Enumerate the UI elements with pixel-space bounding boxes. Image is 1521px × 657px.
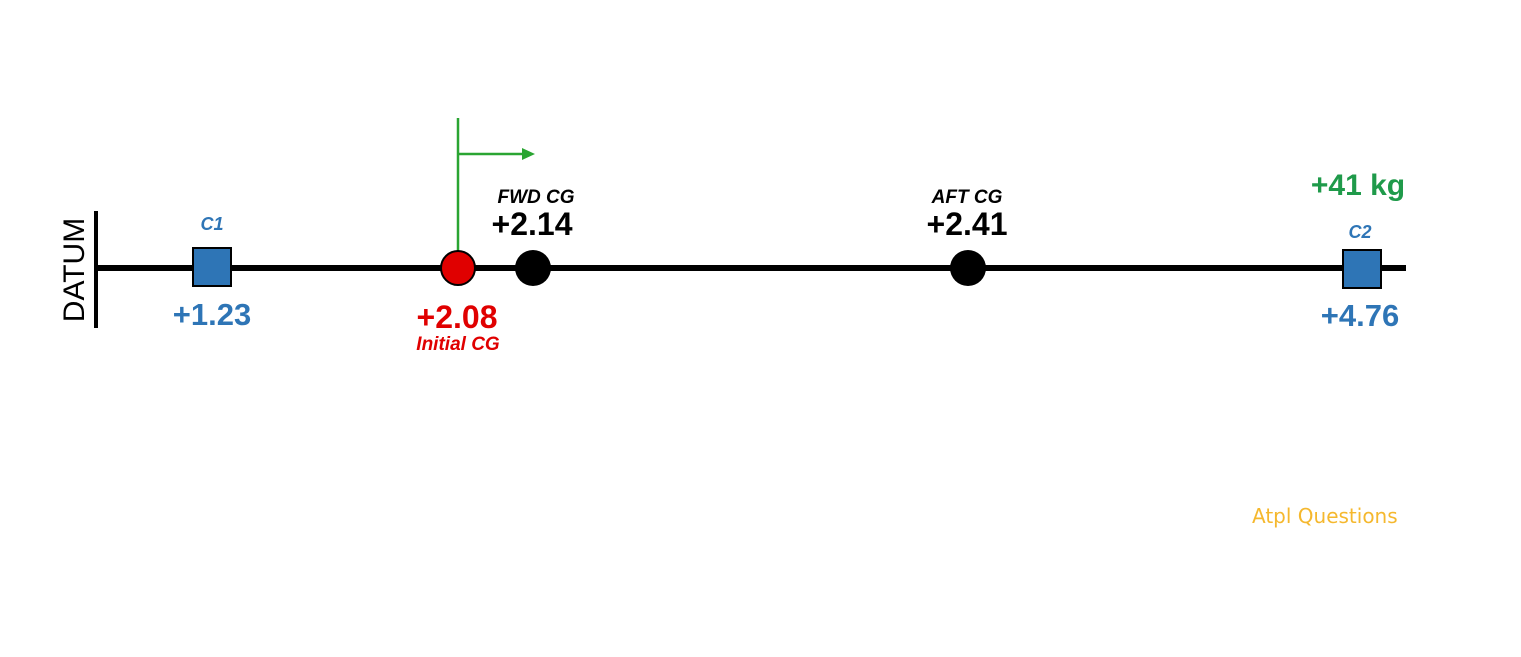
initial-cg-marker [440,250,476,286]
fwd-cg-label: FWD CG [497,187,574,208]
watermark-logo: Atpl Questions [1252,504,1398,528]
mass-change-label: +41 kg [1311,169,1405,202]
compartment-c1-name: C1 [200,214,223,234]
aft-cg-marker [950,250,986,286]
initial-cg-label: Initial CG [416,334,500,355]
shift-arrow-head [522,148,535,160]
aft-cg-label: AFT CG [931,187,1003,208]
compartment-c2-arm: +4.76 [1321,298,1399,333]
aft-cg-value: +2.41 [927,206,1008,242]
initial-cg-value: +2.08 [417,299,498,335]
compartment-c2-name: C2 [1348,222,1371,242]
fwd-cg-marker [515,250,551,286]
datum-label: DATUM [58,218,91,322]
compartment-c2-box [1342,249,1382,289]
fwd-cg-value: +2.14 [492,206,573,242]
compartment-c1-box [192,247,232,287]
compartment-c1-arm: +1.23 [173,297,251,332]
